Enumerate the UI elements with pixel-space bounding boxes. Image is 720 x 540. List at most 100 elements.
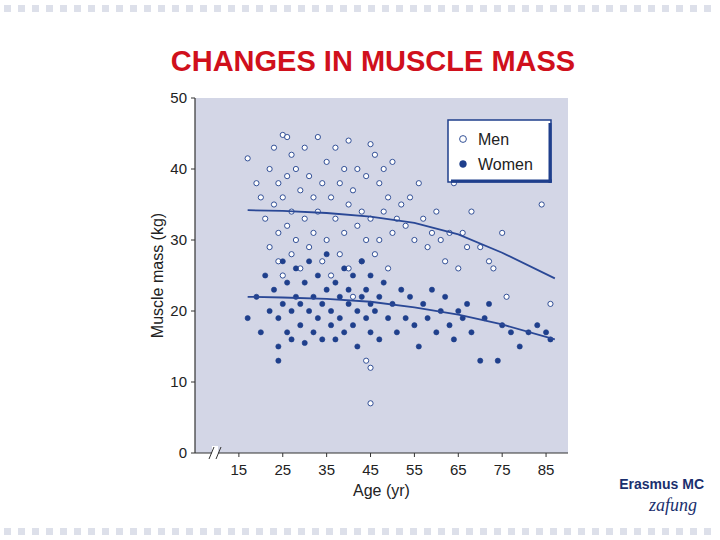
point xyxy=(337,181,342,186)
point xyxy=(328,323,333,328)
point xyxy=(337,252,342,257)
logo-text: Erasmus MC xyxy=(619,476,704,492)
point xyxy=(293,237,298,242)
point xyxy=(443,294,448,299)
trend-line xyxy=(248,297,555,340)
point xyxy=(469,209,474,214)
point xyxy=(364,358,369,363)
border-square xyxy=(438,528,445,535)
border-square xyxy=(172,5,179,12)
y-tick-label: 40 xyxy=(170,160,187,177)
x-axis xyxy=(195,452,568,453)
point xyxy=(368,330,373,335)
point xyxy=(456,266,461,271)
border-square xyxy=(284,528,291,535)
point xyxy=(350,323,355,328)
point xyxy=(359,259,364,264)
point xyxy=(399,202,404,207)
point xyxy=(289,308,294,313)
point xyxy=(372,308,377,313)
point xyxy=(254,181,259,186)
point xyxy=(456,308,461,313)
border-square xyxy=(340,5,347,12)
y-tick xyxy=(191,311,195,312)
border-square xyxy=(466,5,473,12)
point xyxy=(271,287,276,292)
legend-shadow xyxy=(549,123,552,183)
y-tick xyxy=(191,98,195,99)
point xyxy=(539,202,544,207)
point xyxy=(364,287,369,292)
border-square xyxy=(144,5,151,12)
x-tick xyxy=(458,453,459,457)
point xyxy=(381,209,386,214)
point xyxy=(390,159,395,164)
point xyxy=(267,166,272,171)
trend-line xyxy=(248,210,555,278)
point xyxy=(464,245,469,250)
x-tick xyxy=(502,453,503,457)
point xyxy=(399,287,404,292)
point xyxy=(333,337,338,342)
point xyxy=(359,209,364,214)
border-square xyxy=(396,528,403,535)
border-square xyxy=(186,5,193,12)
x-tick-label: 75 xyxy=(494,461,511,478)
point xyxy=(403,223,408,228)
border-square xyxy=(424,528,431,535)
point xyxy=(315,134,320,139)
border-square xyxy=(270,528,277,535)
border-square xyxy=(312,528,319,535)
point xyxy=(302,145,307,150)
point xyxy=(342,166,347,171)
point xyxy=(285,134,290,139)
point xyxy=(447,323,452,328)
y-tick xyxy=(191,240,195,241)
border-square xyxy=(704,5,711,12)
point xyxy=(289,152,294,157)
point xyxy=(346,138,351,143)
slide-border xyxy=(4,5,711,535)
point xyxy=(385,195,390,200)
y-tick-label: 10 xyxy=(170,373,187,390)
point xyxy=(306,308,311,313)
point xyxy=(434,330,439,335)
border-square xyxy=(480,528,487,535)
point xyxy=(535,323,540,328)
border-square xyxy=(116,5,123,12)
point xyxy=(359,259,364,264)
point xyxy=(464,301,469,306)
point xyxy=(302,340,307,345)
y-tick-label: 30 xyxy=(170,231,187,248)
border-square xyxy=(88,528,95,535)
point xyxy=(271,145,276,150)
border-square xyxy=(676,5,683,12)
point xyxy=(412,323,417,328)
legend-shadow xyxy=(451,180,552,183)
point xyxy=(263,216,268,221)
border-square xyxy=(424,5,431,12)
point xyxy=(333,145,338,150)
point xyxy=(337,316,342,321)
border-square xyxy=(704,528,711,535)
point xyxy=(320,337,325,342)
border-square xyxy=(284,5,291,12)
border-square xyxy=(368,5,375,12)
border-square xyxy=(172,528,179,535)
legend-box xyxy=(448,120,551,182)
border-square xyxy=(326,528,333,535)
y-axis xyxy=(194,98,195,453)
border-square xyxy=(298,5,305,12)
point xyxy=(298,323,303,328)
point xyxy=(276,358,281,363)
point xyxy=(324,159,329,164)
point xyxy=(306,174,311,179)
border-square xyxy=(32,5,39,12)
border-square xyxy=(158,528,165,535)
border-square xyxy=(620,5,627,12)
border-square xyxy=(312,5,319,12)
point xyxy=(377,237,382,242)
border-square xyxy=(4,5,11,12)
border-square xyxy=(508,5,515,12)
border-square xyxy=(4,528,11,535)
